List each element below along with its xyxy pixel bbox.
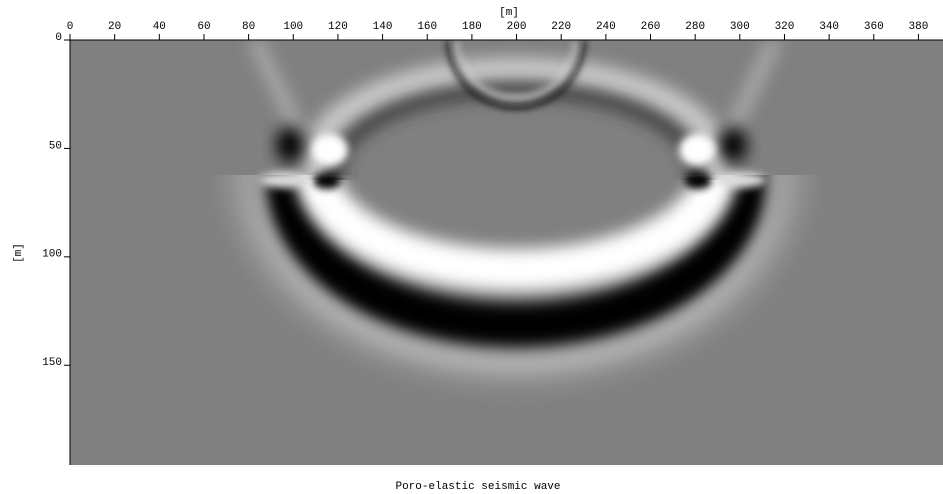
x-tick-label: 20 <box>108 21 121 33</box>
x-tick-label: 100 <box>283 21 303 33</box>
x-tick-label: 280 <box>685 21 705 33</box>
x-tick-label: 120 <box>328 21 348 33</box>
y-tick-label: 100 <box>42 249 62 261</box>
y-axis-label: [m] <box>13 243 25 263</box>
y-tick-label: 150 <box>42 357 62 369</box>
x-tick-label: 320 <box>775 21 795 33</box>
x-tick-label: 340 <box>819 21 839 33</box>
y-tick-label: 50 <box>49 140 62 152</box>
x-tick-label: 200 <box>507 21 527 33</box>
x-tick-label: 60 <box>197 21 210 33</box>
x-tick-label: 140 <box>373 21 393 33</box>
x-tick-label: 40 <box>153 21 166 33</box>
y-tick-label: 0 <box>55 32 62 44</box>
x-axis-label: [m] <box>499 7 519 19</box>
x-tick-label: 260 <box>641 21 661 33</box>
chart: [m] [m] Poro-elastic seismic wave 0 20 40 6… <box>0 0 943 494</box>
x-tick-label: 0 <box>67 21 74 33</box>
x-tick-label: 80 <box>242 21 255 33</box>
x-tick-label: 220 <box>551 21 571 33</box>
chart-title: Poro-elastic seismic wave <box>395 481 560 493</box>
wavefield <box>70 0 943 465</box>
x-tick-label: 240 <box>596 21 616 33</box>
x-tick-label: 300 <box>730 21 750 33</box>
x-tick-label: 380 <box>909 21 929 33</box>
x-tick-label: 180 <box>462 21 482 33</box>
x-tick-label: 360 <box>864 21 884 33</box>
x-tick-label: 160 <box>417 21 437 33</box>
